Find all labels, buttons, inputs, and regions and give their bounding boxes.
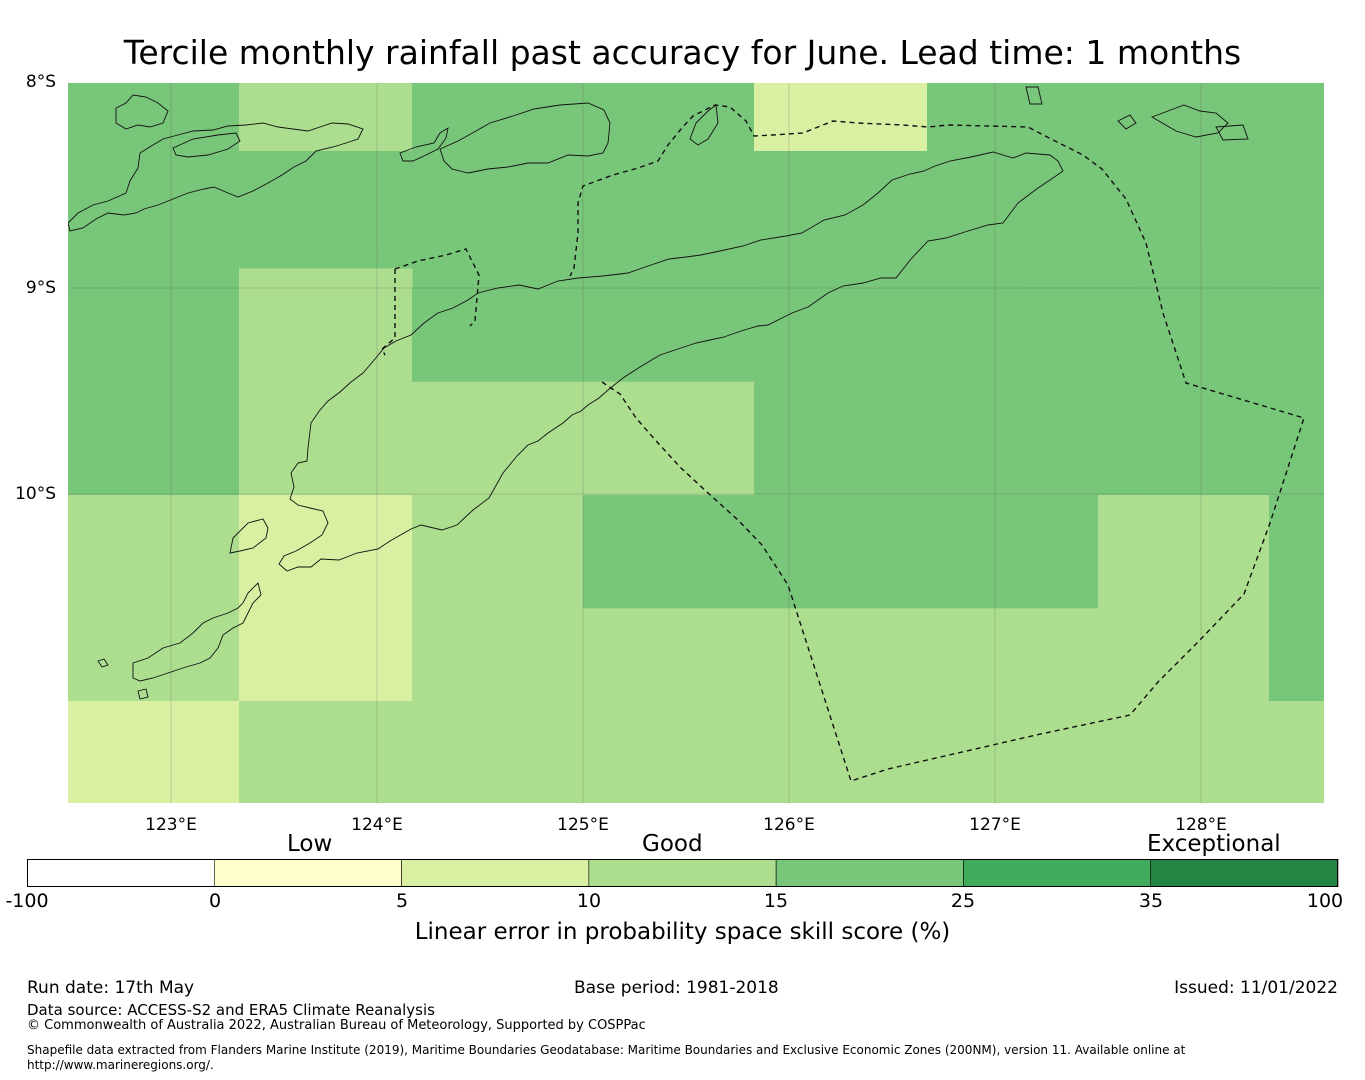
lon-label-125e: 125°E bbox=[557, 815, 609, 835]
shapefile-credit-line1: Shapefile data extracted from Flanders M… bbox=[27, 1043, 1186, 1057]
skill-cell-3 bbox=[753, 83, 928, 152]
category-exceptional: Exceptional bbox=[1147, 831, 1281, 857]
skill-cell-13 bbox=[238, 495, 413, 702]
coastlines bbox=[68, 86, 1249, 700]
adonara-coastline bbox=[172, 132, 241, 158]
colorbar-swatch-0 bbox=[27, 859, 215, 887]
kisar-coastline bbox=[1117, 114, 1137, 130]
skill-cell-14 bbox=[412, 495, 584, 803]
shapefile-credit-line2: http://www.marineregions.org/. bbox=[27, 1058, 214, 1072]
skill-cell-17 bbox=[1268, 495, 1324, 702]
pantar-coastline bbox=[399, 127, 449, 162]
flores-coastline bbox=[68, 122, 364, 232]
lon-label-127e: 127°E bbox=[969, 815, 1021, 835]
skill-cell-5 bbox=[238, 150, 413, 269]
colorbar-tick-35: 35 bbox=[1138, 890, 1164, 912]
skill-cell-1 bbox=[238, 83, 413, 152]
colorbar-tick-10: 10 bbox=[576, 890, 602, 912]
colorbar-swatch-6 bbox=[1150, 859, 1339, 887]
colorbar-tick-15: 15 bbox=[763, 890, 789, 912]
skill-cell-0 bbox=[68, 83, 240, 290]
skill-cell-4 bbox=[927, 83, 1324, 290]
small-island-1 bbox=[1025, 86, 1043, 105]
category-low: Low bbox=[287, 831, 333, 857]
colorbar-swatch-1 bbox=[213, 859, 402, 887]
lat-label-9s: 9°S bbox=[25, 278, 56, 298]
skill-grid-cells bbox=[68, 83, 1324, 803]
lon-label-123e: 123°E bbox=[145, 815, 197, 835]
skill-cell-20 bbox=[68, 701, 240, 803]
shapefile-credit: Shapefile data extracted from Flanders M… bbox=[27, 1043, 1347, 1073]
timor-coastline bbox=[278, 151, 1064, 572]
map-title: Tercile monthly rainfall past accuracy f… bbox=[123, 33, 1242, 72]
semau-coastline bbox=[229, 518, 269, 554]
lat-label-8s: 8°S bbox=[25, 72, 56, 92]
alor-coastline bbox=[439, 102, 611, 174]
ndao-coastline bbox=[97, 658, 109, 668]
skill-map bbox=[68, 83, 1324, 803]
skill-cell-19 bbox=[1098, 701, 1324, 803]
colorbar-swatch-3 bbox=[588, 859, 777, 887]
data-source: Data source: ACCESS-S2 and ERA5 Climate … bbox=[27, 1001, 435, 1019]
category-good: Good bbox=[642, 831, 703, 857]
issued-date: Issued: 11/01/2022 bbox=[1174, 978, 1338, 998]
small-island-2 bbox=[1215, 124, 1249, 141]
run-date: Run date: 17th May bbox=[27, 978, 195, 998]
skill-cell-7 bbox=[68, 289, 240, 496]
colorbar-tick-minus100: -100 bbox=[5, 890, 49, 912]
eez-boundaries bbox=[381, 104, 1305, 782]
solor-coastline bbox=[115, 94, 169, 130]
lon-label-128e: 128°E bbox=[1175, 815, 1227, 835]
skill-cell-15 bbox=[583, 495, 1099, 609]
colorbar-tick-5: 5 bbox=[395, 890, 409, 912]
colorbar-tick-25: 25 bbox=[950, 890, 976, 912]
lon-label-124e: 124°E bbox=[351, 815, 403, 835]
colorbar-swatch-4 bbox=[775, 859, 964, 887]
timor-leste-eez-boundary bbox=[569, 104, 1305, 782]
colorbar bbox=[27, 859, 1339, 887]
colorbar-tick-100: 100 bbox=[1306, 890, 1344, 912]
atauro-coastline bbox=[689, 104, 719, 146]
colorbar-swatch-2 bbox=[401, 859, 590, 887]
colorbar-swatch-5 bbox=[963, 859, 1152, 887]
skill-cell-8 bbox=[238, 268, 413, 496]
rote-coastline bbox=[132, 582, 262, 682]
colorbar-label: Linear error in probability space skill … bbox=[414, 919, 951, 945]
skill-cell-21 bbox=[238, 701, 413, 803]
oecusse-eez-boundary bbox=[394, 248, 480, 327]
rote-islet bbox=[137, 688, 149, 700]
skill-cell-10 bbox=[412, 381, 755, 496]
skill-cell-6 bbox=[753, 150, 928, 290]
skill-cell-12 bbox=[68, 495, 240, 702]
lat-label-10s: 10°S bbox=[15, 484, 56, 504]
base-period: Base period: 1981-2018 bbox=[574, 978, 779, 998]
skill-cell-18 bbox=[583, 608, 1099, 803]
gridlines bbox=[68, 83, 1324, 803]
lon-label-126e: 126°E bbox=[763, 815, 815, 835]
copyright: © Commonwealth of Australia 2022, Austra… bbox=[27, 1018, 646, 1033]
skill-cell-16 bbox=[1098, 495, 1270, 702]
wetar-coastline bbox=[1150, 104, 1229, 138]
skill-cell-11 bbox=[753, 289, 1324, 496]
skill-cell-9 bbox=[412, 289, 755, 383]
colorbar-tick-0: 0 bbox=[208, 890, 222, 912]
